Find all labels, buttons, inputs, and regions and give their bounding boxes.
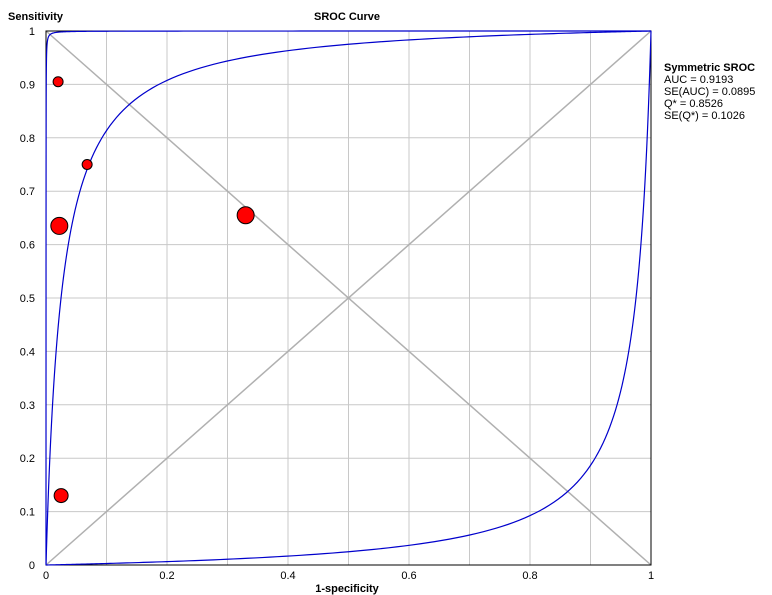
legend-auc: AUC = 0.9193 bbox=[664, 74, 734, 86]
y-tick-label: 0.3 bbox=[20, 400, 35, 412]
y-tick-label: 0.9 bbox=[20, 79, 35, 91]
y-tick-label: 0.6 bbox=[20, 240, 35, 252]
y-tick-label: 1 bbox=[29, 26, 35, 38]
study-point bbox=[50, 216, 69, 235]
y-tick-label: 0.2 bbox=[20, 453, 35, 465]
y-tick-label: 0.8 bbox=[20, 133, 35, 145]
chart-title: SROC Curve bbox=[314, 11, 380, 23]
x-tick-label: 1 bbox=[648, 570, 654, 582]
study-point bbox=[52, 76, 64, 88]
y-tick-label: 0.1 bbox=[20, 507, 35, 519]
study-point bbox=[53, 488, 69, 504]
y-axis-label: Sensitivity bbox=[8, 11, 64, 23]
study-point bbox=[236, 206, 255, 225]
sroc-curve-lower bbox=[45, 30, 652, 566]
legend-q-star: Q* = 0.8526 bbox=[664, 98, 724, 110]
y-tick-label: 0.7 bbox=[20, 186, 35, 198]
sroc-curve-fitted bbox=[45, 30, 652, 566]
x-tick-label: 0.2 bbox=[159, 570, 174, 582]
x-tick-label: 0 bbox=[43, 570, 49, 582]
x-tick-label: 0.6 bbox=[401, 570, 416, 582]
x-tick-label: 0.4 bbox=[280, 570, 295, 582]
x-tick-label: 0.8 bbox=[522, 570, 537, 582]
study-point bbox=[81, 159, 93, 170]
legend-title: Symmetric SROC bbox=[664, 62, 756, 74]
legend: Symmetric SROC AUC = 0.9193 SE(AUC) = 0.… bbox=[664, 62, 755, 122]
anti-diagonal-reference-line bbox=[45, 30, 652, 566]
y-tick-label: 0 bbox=[29, 560, 35, 572]
y-tick-label: 0.5 bbox=[20, 293, 35, 305]
y-tick-label: 0.4 bbox=[20, 346, 35, 358]
legend-se-q-star: SE(Q*) = 0.1026 bbox=[664, 110, 746, 122]
legend-se-auc: SE(AUC) = 0.0895 bbox=[664, 86, 756, 98]
x-axis-label: 1-specificity bbox=[315, 583, 379, 595]
